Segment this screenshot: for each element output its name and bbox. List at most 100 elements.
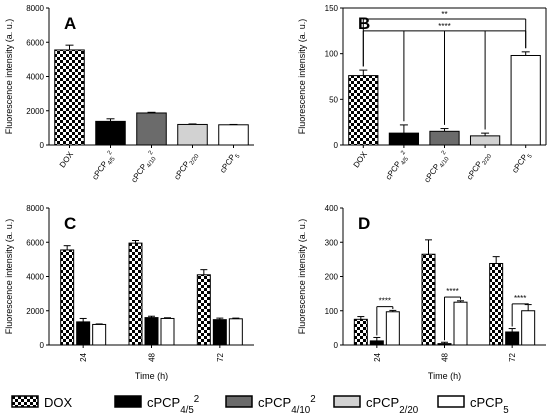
bar: [54, 49, 85, 146]
legend-swatch: [333, 395, 361, 408]
significance-label: **: [441, 10, 447, 19]
y-tick-label: 400: [325, 204, 339, 213]
significance-label: ****: [446, 287, 458, 296]
bar: [76, 321, 91, 346]
bar: [469, 135, 501, 146]
panel-B: 0 50 100 150 Fluorescence intensity (a. u.) B…: [297, 4, 547, 185]
bar: [429, 130, 460, 146]
legend-label: DOX: [44, 395, 73, 410]
bar: [489, 262, 504, 346]
bar: [144, 317, 159, 346]
bar: [453, 301, 468, 346]
panel-C: 0 2000 4000 6000 8000 Fluorescence intensity …: [4, 204, 254, 381]
legend-swatch: [11, 395, 39, 408]
y-tick-label: 0: [40, 141, 45, 150]
y-tick-label: 50: [329, 95, 338, 104]
bar: [369, 340, 384, 346]
x-tick-label-sub: 4/5: [400, 156, 410, 167]
significance-label: ****: [379, 297, 391, 306]
bar: [521, 310, 536, 346]
y-tick-label: 0: [40, 341, 45, 350]
bar: [348, 75, 379, 146]
bar: [128, 242, 143, 346]
panel-letter: A: [64, 14, 76, 33]
bar: [177, 123, 208, 146]
x-tick-label: 72: [508, 352, 517, 361]
bar: [228, 318, 243, 346]
bar: [388, 132, 420, 146]
y-axis-label: Fluorescence intensity (a. u.): [4, 219, 14, 335]
bar: [136, 112, 167, 146]
x-tick-label: 48: [441, 352, 450, 361]
bar: [218, 124, 249, 146]
bar: [421, 253, 436, 346]
legend-label-sub: 4/10: [291, 405, 311, 416]
significance-label: ****: [514, 294, 526, 303]
x-tick-label: 24: [79, 352, 88, 361]
legend-label: cPCP4/102: [258, 394, 316, 416]
bar: [60, 249, 75, 346]
x-tick-label: cPCP2/20: [465, 149, 494, 183]
x-tick-label: DOX: [352, 149, 370, 169]
panel-A: 0 2000 4000 6000 8000 Fluorescence intensity …: [4, 4, 254, 185]
bar: [353, 318, 368, 346]
y-axis-label: Fluorescence intensity (a. u.): [297, 19, 307, 135]
bar: [505, 331, 520, 346]
panel-letter: B: [358, 14, 370, 33]
legend-label: cPCP2/20: [366, 395, 419, 416]
y-tick-label: 6000: [26, 38, 44, 47]
y-tick-label: 4000: [26, 273, 44, 282]
x-tick-label: cPCP2/20: [172, 149, 201, 183]
x-tick-label: cPCP4/102: [129, 149, 160, 185]
x-tick-label-sub: 5: [235, 153, 242, 160]
y-tick-label: 8000: [26, 4, 44, 13]
y-tick-label: 100: [325, 307, 339, 316]
x-tick-label-text: DOX: [352, 149, 370, 169]
y-tick-label: 2000: [26, 307, 44, 316]
legend-label-sub: 5: [503, 405, 509, 416]
x-axis-label: Time (h): [135, 371, 168, 381]
panel-letter: D: [358, 214, 370, 233]
legend-swatch: [437, 395, 465, 408]
bar: [95, 120, 126, 146]
y-tick-label: 0: [334, 141, 339, 150]
x-tick-label-sub: 4/5: [107, 156, 117, 167]
legend-label-text: cPCP: [470, 395, 503, 410]
bar: [196, 274, 211, 346]
y-tick-label: 0: [334, 341, 339, 350]
y-axis-label: Fluorescence intensity (a. u.): [4, 19, 14, 135]
legend: DOX cPCP4/52 cPCP4/102 cPCP2/20 cPCP5: [11, 394, 509, 416]
legend-label: cPCP4/52: [147, 394, 199, 416]
legend-label-text: cPCP: [147, 395, 180, 410]
legend-label-text: DOX: [44, 395, 73, 410]
y-tick-label: 100: [325, 50, 339, 59]
x-tick-label: 72: [216, 352, 225, 361]
y-tick-label: 2000: [26, 107, 44, 116]
y-axis-label: Fluorescence intensity (a. u.): [297, 219, 307, 335]
x-tick-label-sup: 2: [400, 149, 407, 156]
x-tick-label: 48: [148, 352, 157, 361]
panel-letter: C: [64, 214, 76, 233]
x-tick-label: cPCP4/52: [384, 149, 413, 183]
bar: [385, 311, 400, 346]
legend-label-sub: 4/5: [180, 405, 194, 416]
x-tick-label: cPCP5: [218, 149, 242, 176]
x-tick-label: cPCP4/102: [422, 149, 453, 185]
x-tick-label-sub: 2/20: [189, 153, 201, 167]
x-tick-label-sub: 5: [527, 153, 534, 160]
x-tick-label: cPCP4/52: [90, 149, 119, 183]
x-tick-label-sup: 2: [107, 149, 114, 156]
x-axis-label: Time (h): [428, 371, 461, 381]
bar: [160, 317, 175, 346]
y-tick-label: 8000: [26, 204, 44, 213]
x-tick-label-sub: 2/20: [482, 153, 494, 167]
x-tick-label: DOX: [58, 149, 76, 169]
x-tick-label-sup: 2: [441, 149, 448, 156]
y-tick-label: 150: [325, 4, 339, 13]
bar: [510, 54, 541, 146]
x-tick-label: 24: [373, 352, 382, 361]
bar: [212, 319, 227, 346]
legend-label: cPCP5: [470, 395, 509, 416]
y-tick-label: 200: [325, 273, 339, 282]
